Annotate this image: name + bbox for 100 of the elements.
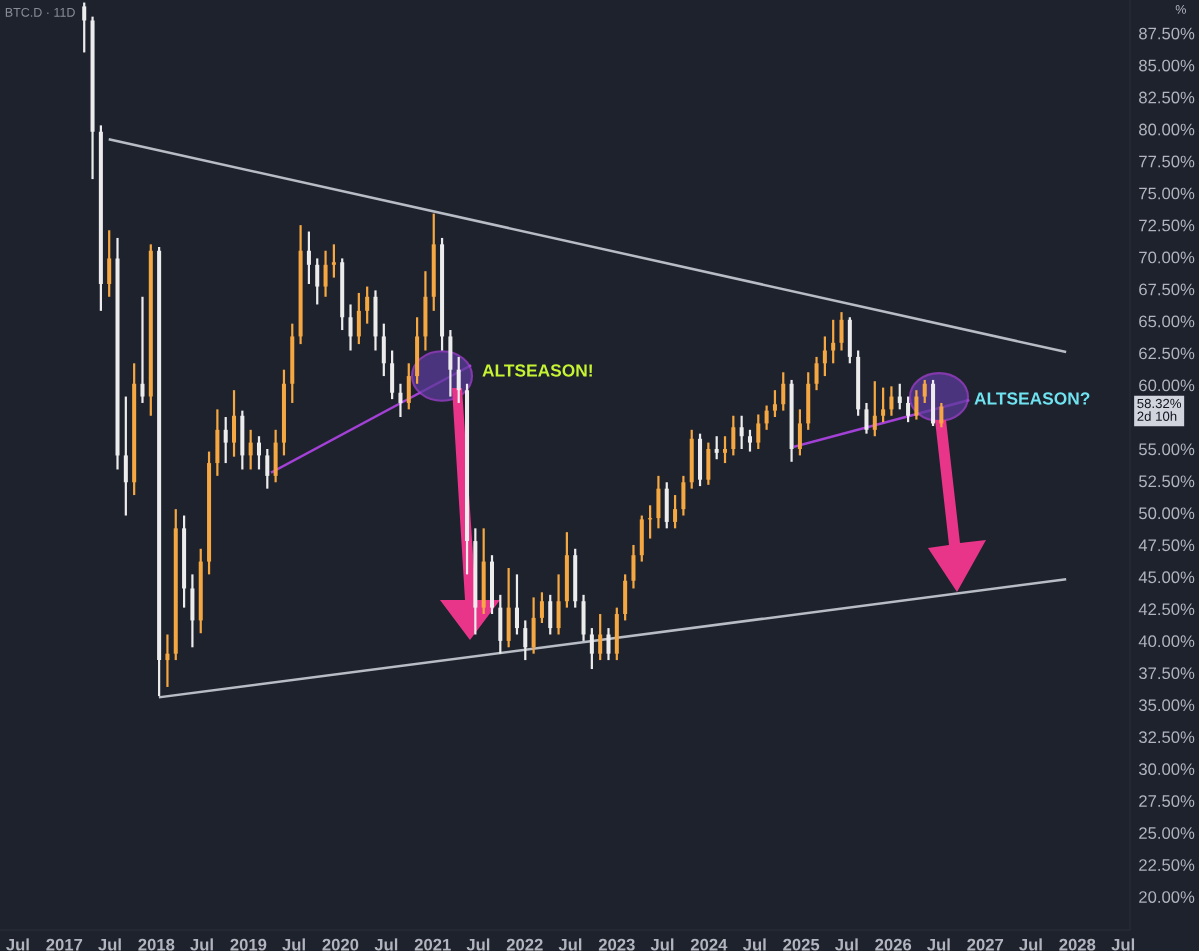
candlestick bbox=[731, 414, 736, 457]
candlestick bbox=[539, 591, 544, 625]
candlestick bbox=[722, 435, 728, 465]
y-tick-label: 70.00% bbox=[1139, 251, 1195, 264]
candlestick bbox=[747, 428, 752, 453]
y-tick-label: 47.50% bbox=[1138, 539, 1195, 552]
y-tick-label: 75.00% bbox=[1139, 187, 1195, 200]
x-tick-label: Jul bbox=[190, 938, 213, 951]
x-tick-label: 2026 bbox=[875, 938, 912, 951]
x-tick-label: Jul bbox=[1111, 938, 1135, 951]
x-tick-label: 2021 bbox=[414, 938, 451, 951]
candlestick bbox=[897, 382, 902, 411]
candlestick bbox=[223, 415, 228, 465]
candlestick bbox=[598, 612, 603, 662]
candlestick bbox=[365, 285, 370, 325]
y-tick-label: 72.50% bbox=[1139, 219, 1195, 232]
y-tick-label: 40.00% bbox=[1138, 635, 1195, 648]
candlestick bbox=[822, 335, 827, 378]
candlestick bbox=[606, 626, 611, 662]
candlestick bbox=[523, 619, 528, 662]
y-tick-label: 55.00% bbox=[1139, 443, 1195, 456]
annotation: ALTSEASON? bbox=[974, 392, 1090, 405]
candlestick bbox=[914, 389, 919, 421]
y-tick-label: 50.00% bbox=[1139, 507, 1195, 520]
candlestick bbox=[248, 428, 253, 471]
x-tick-label: 2017 bbox=[46, 938, 83, 951]
y-tick-label: 37.50% bbox=[1138, 667, 1195, 680]
x-tick-label: 2019 bbox=[230, 938, 267, 951]
x-tick-label: Jul bbox=[466, 938, 490, 951]
x-tick-label: 2023 bbox=[598, 938, 635, 951]
y-tick-label: 65.00% bbox=[1139, 315, 1195, 328]
candlestick bbox=[764, 404, 769, 431]
y-tick-label: 30.00% bbox=[1138, 763, 1195, 776]
candlestick bbox=[673, 493, 678, 530]
x-tick-label: 2020 bbox=[322, 938, 359, 951]
candlestick bbox=[939, 401, 944, 429]
candlestick bbox=[814, 355, 819, 392]
candlestick bbox=[889, 385, 894, 417]
x-tick-label: Jul bbox=[98, 938, 121, 951]
x-tick-label: 2022 bbox=[506, 938, 543, 951]
y-tick-label: 20.00% bbox=[1139, 891, 1195, 903]
x-tick-label: Jul bbox=[927, 938, 950, 951]
x-tick-label: Jul bbox=[650, 938, 674, 951]
candlestick bbox=[456, 355, 461, 405]
candlestick bbox=[306, 230, 311, 286]
x-tick-label: 2025 bbox=[783, 938, 820, 951]
candlestick bbox=[348, 303, 353, 352]
candlestick bbox=[256, 435, 261, 471]
y-tick-label: 77.50% bbox=[1139, 155, 1195, 168]
y-tick-label: 62.50% bbox=[1139, 347, 1195, 360]
candlestick bbox=[872, 380, 877, 438]
x-tick-label: Jul bbox=[6, 938, 29, 951]
y-tick-label: 52.50% bbox=[1139, 475, 1195, 488]
y-tick-label: 85.00% bbox=[1139, 59, 1195, 72]
x-tick-label: 2027 bbox=[967, 938, 1004, 951]
candlestick bbox=[864, 401, 869, 435]
candlestick bbox=[781, 371, 786, 412]
candlestick bbox=[756, 413, 761, 451]
text: 58.32% 2d 10h bbox=[1137, 398, 1182, 421]
y-tick-label: 25.00% bbox=[1139, 827, 1195, 839]
x-tick-label: Jul bbox=[742, 938, 766, 951]
candlestick bbox=[165, 633, 170, 689]
candlestick bbox=[265, 447, 270, 490]
x-tick-label: Jul bbox=[374, 938, 398, 951]
candlestick bbox=[398, 382, 403, 419]
y-tick-label: 80.00% bbox=[1139, 123, 1195, 136]
y-tick-label: 45.00% bbox=[1138, 571, 1195, 584]
candlestick bbox=[514, 573, 519, 636]
x-tick-label: Jul bbox=[835, 938, 858, 951]
candlestick bbox=[772, 389, 777, 419]
y-axis-title: % bbox=[1175, 5, 1186, 14]
y-tick-label: 87.50% bbox=[1139, 27, 1195, 40]
chart-title: BTC.D · 11D bbox=[5, 7, 75, 17]
candlestick bbox=[739, 414, 744, 451]
candlestick bbox=[906, 395, 911, 424]
candlestick bbox=[140, 295, 145, 405]
annotation: ALTSEASON! bbox=[482, 364, 592, 377]
candlestick bbox=[922, 378, 927, 405]
y-tick-label: 32.50% bbox=[1138, 731, 1195, 744]
y-tick-label: 42.50% bbox=[1138, 603, 1195, 616]
candlestick bbox=[331, 243, 336, 279]
y-tick-label: 35.00% bbox=[1138, 699, 1195, 712]
candlestick bbox=[315, 257, 320, 306]
candlestick bbox=[881, 386, 886, 424]
candlestick bbox=[831, 318, 836, 365]
x-tick-label: 2024 bbox=[690, 938, 728, 951]
candlestick bbox=[839, 311, 844, 352]
x-tick-label: 2028 bbox=[1059, 938, 1096, 951]
candlestick bbox=[82, 1, 87, 54]
x-tick-label: Jul bbox=[1019, 938, 1042, 951]
x-tick-label: Jul bbox=[558, 938, 582, 951]
y-tick-label: 82.50% bbox=[1139, 91, 1195, 104]
y-tick-label: 67.50% bbox=[1139, 283, 1195, 296]
x-tick-label: Jul bbox=[282, 938, 305, 951]
candlestick bbox=[714, 435, 719, 461]
x-tick-label: 2018 bbox=[138, 938, 175, 951]
candlestick bbox=[589, 626, 594, 671]
y-tick-label: 27.50% bbox=[1139, 795, 1195, 807]
candlestick bbox=[323, 249, 328, 298]
y-tick-label: 22.50% bbox=[1139, 859, 1195, 871]
